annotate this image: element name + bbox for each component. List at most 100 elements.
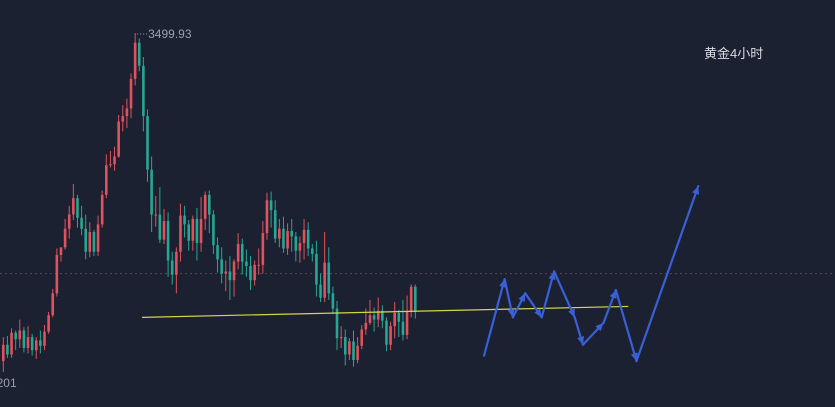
candle: [63, 218, 67, 250]
candle-body: [92, 232, 96, 252]
candle: [265, 192, 269, 240]
high-price-label: 3499.93: [148, 27, 192, 41]
candle-body: [76, 198, 79, 218]
candle: [253, 260, 256, 286]
projection-arrow-head: [609, 290, 617, 299]
projection-arrow: [573, 316, 585, 346]
candle: [290, 218, 293, 252]
candle: [150, 156, 153, 233]
candle: [286, 223, 289, 256]
candle: [22, 327, 26, 353]
candle: [269, 191, 273, 228]
candle: [55, 248, 59, 297]
projection-arrow-head: [534, 308, 542, 318]
candle-body: [212, 214, 215, 246]
candle: [401, 299, 405, 341]
candle: [302, 218, 306, 260]
candle-body: [360, 329, 364, 346]
candle: [183, 205, 186, 238]
candle-body: [158, 214, 162, 240]
candle: [195, 207, 199, 261]
candle-body: [294, 236, 298, 251]
candle-body: [352, 341, 355, 361]
price-labels-layer: 3499.93 3201: [0, 27, 192, 390]
candle: [154, 195, 158, 227]
candle: [72, 183, 75, 221]
candle: [409, 284, 413, 318]
candle-body: [286, 230, 289, 249]
candle-body: [26, 337, 30, 348]
candle: [372, 307, 376, 332]
candle-body: [43, 331, 46, 346]
candle-body: [6, 344, 9, 355]
candle: [100, 190, 104, 228]
candle: [18, 319, 22, 348]
candle-body: [113, 156, 116, 165]
candle-body: [389, 326, 392, 345]
candle-body: [220, 259, 223, 274]
candle: [158, 187, 162, 243]
candle: [133, 33, 137, 86]
candle-body: [166, 221, 170, 261]
candle: [80, 205, 83, 236]
candle-body: [290, 230, 293, 237]
chart-title: 黄金4小时: [704, 46, 764, 61]
candle-body: [88, 232, 92, 252]
candle: [294, 232, 298, 262]
candle-body: [385, 320, 388, 345]
candles-layer: [2, 33, 417, 373]
candle: [343, 329, 347, 366]
candle: [356, 337, 359, 364]
candle-body: [100, 194, 104, 225]
candle: [162, 209, 166, 245]
candle-body: [34, 340, 38, 351]
candle-body: [203, 194, 207, 219]
candle: [30, 333, 34, 356]
candle: [137, 38, 141, 72]
projection-arrow: [635, 184, 700, 363]
candle: [323, 232, 326, 303]
candle: [84, 214, 87, 260]
candle-body: [269, 200, 273, 211]
candle-body: [117, 121, 120, 157]
candle-body: [298, 242, 302, 251]
candle-body: [319, 284, 322, 298]
candle-body: [142, 65, 145, 117]
projection-arrow-head: [577, 336, 585, 345]
candle: [170, 251, 174, 285]
candle: [393, 302, 396, 339]
candle-body: [18, 330, 22, 340]
candle-body: [381, 310, 384, 321]
candle-body: [39, 340, 42, 346]
candle-body: [59, 247, 63, 256]
candle: [179, 203, 182, 262]
candle-body: [80, 217, 83, 229]
low-price-label: 3201: [0, 376, 17, 390]
candle: [335, 300, 339, 351]
projection-arrow: [602, 288, 617, 324]
candle-body: [146, 116, 149, 170]
candle-body: [265, 200, 269, 234]
candle: [105, 154, 108, 199]
candle: [92, 229, 96, 257]
candle-body: [372, 315, 376, 320]
candle: [76, 194, 79, 228]
candle: [125, 98, 129, 129]
candle: [142, 57, 145, 132]
candle-body: [137, 42, 141, 66]
candle-body: [154, 214, 158, 216]
candle-body: [2, 344, 5, 362]
candle: [6, 335, 9, 358]
candle-body: [47, 315, 50, 332]
candle: [59, 247, 63, 262]
candle-body: [105, 165, 108, 195]
candle-body: [339, 337, 343, 339]
candle-body: [195, 218, 199, 243]
candle: [14, 330, 17, 351]
candle-body: [414, 286, 417, 312]
projection-arrow: [524, 292, 543, 319]
candle-body: [232, 261, 236, 281]
candle-body: [397, 312, 401, 322]
projection-arrow: [614, 288, 638, 363]
candle-body: [393, 312, 396, 327]
